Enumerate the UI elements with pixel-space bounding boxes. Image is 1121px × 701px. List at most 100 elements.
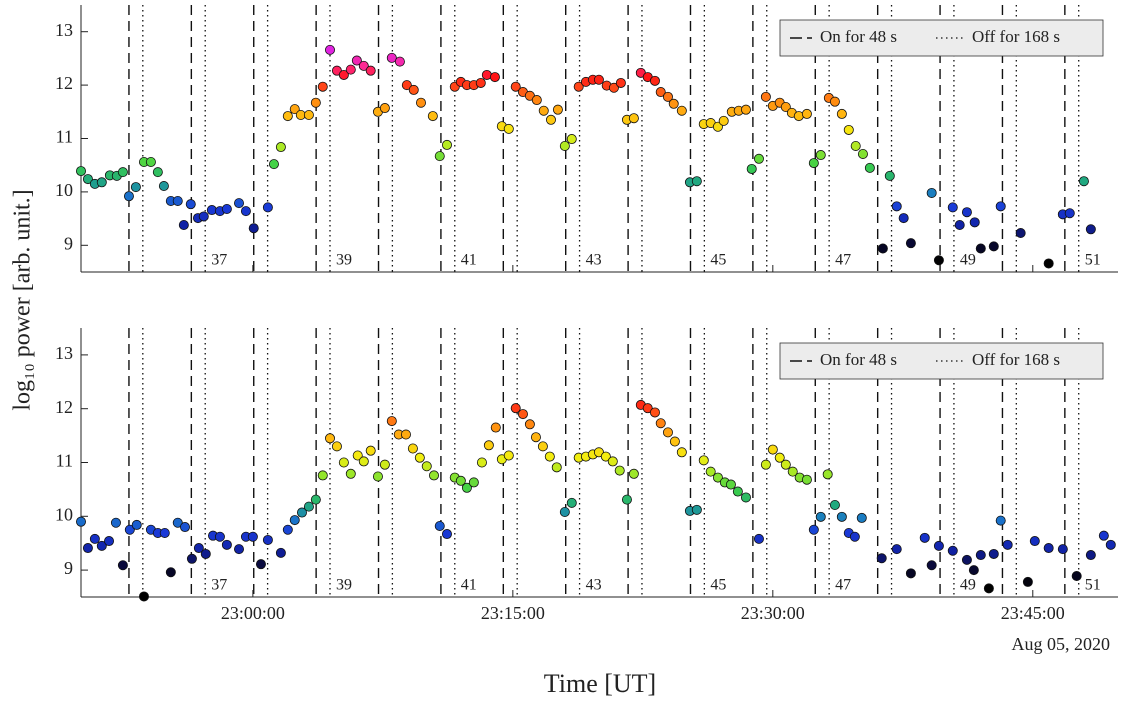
data-point (365, 65, 376, 76)
data-point (324, 44, 335, 55)
data-point (317, 81, 328, 92)
cycle-label: 49 (960, 252, 976, 269)
data-point (372, 471, 383, 482)
data-point (864, 162, 875, 173)
data-point (780, 459, 791, 470)
data-point (836, 108, 847, 119)
y-tick-label: 12 (55, 397, 73, 417)
cycle-label: 47 (835, 252, 851, 269)
data-point (559, 506, 570, 517)
data-point (1098, 530, 1109, 541)
data-point (179, 522, 190, 533)
data-point (1085, 550, 1096, 561)
data-point (905, 568, 916, 579)
legend-on-label: On for 48 s (820, 350, 897, 369)
data-point (1022, 576, 1033, 587)
data-point (884, 170, 895, 181)
data-point (649, 75, 660, 86)
data-point (358, 456, 369, 467)
y-tick-label: 11 (56, 127, 73, 147)
data-point (753, 153, 764, 164)
data-point (614, 465, 625, 476)
data-point (352, 450, 363, 461)
data-point (628, 468, 639, 479)
data-point (178, 220, 189, 231)
data-point (200, 548, 211, 559)
data-point (876, 553, 887, 564)
data-point (379, 459, 390, 470)
data-point (544, 451, 555, 462)
data-point (740, 492, 751, 503)
data-point (933, 540, 944, 551)
data-point (926, 560, 937, 571)
data-point (221, 539, 232, 550)
data-point (877, 243, 888, 254)
data-point (988, 241, 999, 252)
data-point (1043, 258, 1054, 269)
data-point (551, 462, 562, 473)
data-point (130, 182, 141, 193)
data-point (503, 450, 514, 461)
data-point (732, 486, 743, 497)
data-point (483, 440, 494, 451)
legend-off-label: Off for 168 s (972, 350, 1060, 369)
data-point (545, 114, 556, 125)
data-point (415, 97, 426, 108)
data-point (475, 77, 486, 88)
data-point (441, 139, 452, 150)
x-tick-label: 23:45:00 (1001, 603, 1065, 623)
data-point (856, 512, 867, 523)
data-point (822, 469, 833, 480)
data-point (1078, 176, 1089, 187)
data-point (988, 548, 999, 559)
data-point (1015, 228, 1026, 239)
y-axis-label: log₁₀ power [arb. unit.] (10, 189, 36, 410)
data-point (123, 191, 134, 202)
data-point (698, 455, 709, 466)
data-point (600, 451, 611, 462)
legend-on-label: On for 48 s (820, 27, 897, 46)
data-point (145, 156, 156, 167)
data-point (255, 559, 266, 570)
cycle-label: 39 (336, 252, 352, 269)
data-point (1071, 571, 1082, 582)
data-point (983, 583, 994, 594)
cycle-label: 47 (835, 577, 851, 594)
data-point (933, 255, 944, 266)
data-point (407, 443, 418, 454)
data-point (303, 501, 314, 512)
y-tick-label: 10 (55, 180, 73, 200)
data-point (221, 203, 232, 214)
date-label: Aug 05, 2020 (1012, 634, 1111, 654)
data-point (510, 403, 521, 414)
data-point (117, 560, 128, 571)
y-tick-label: 13 (55, 20, 73, 40)
data-point (408, 84, 419, 95)
data-point (676, 447, 687, 458)
data-point (510, 81, 521, 92)
x-tick-label: 23:15:00 (481, 603, 545, 623)
data-point (760, 459, 771, 470)
data-point (615, 77, 626, 88)
data-point (282, 524, 293, 535)
cycle-label: 43 (586, 252, 602, 269)
data-point (76, 166, 87, 177)
data-point (240, 206, 251, 217)
y-tick-label: 13 (55, 343, 73, 363)
data-point (165, 567, 176, 578)
data-point (975, 550, 986, 561)
data-point (649, 407, 660, 418)
y-tick-label: 9 (64, 233, 73, 253)
data-point (441, 529, 452, 540)
data-point (1105, 539, 1116, 550)
data-point (1043, 543, 1054, 554)
data-point (476, 457, 487, 468)
data-point (289, 104, 300, 115)
data-point (669, 436, 680, 447)
data-point (849, 531, 860, 542)
data-point (310, 97, 321, 108)
data-point (538, 105, 549, 116)
data-point (427, 111, 438, 122)
data-point (593, 74, 604, 85)
x-tick-label: 23:00:00 (221, 603, 285, 623)
